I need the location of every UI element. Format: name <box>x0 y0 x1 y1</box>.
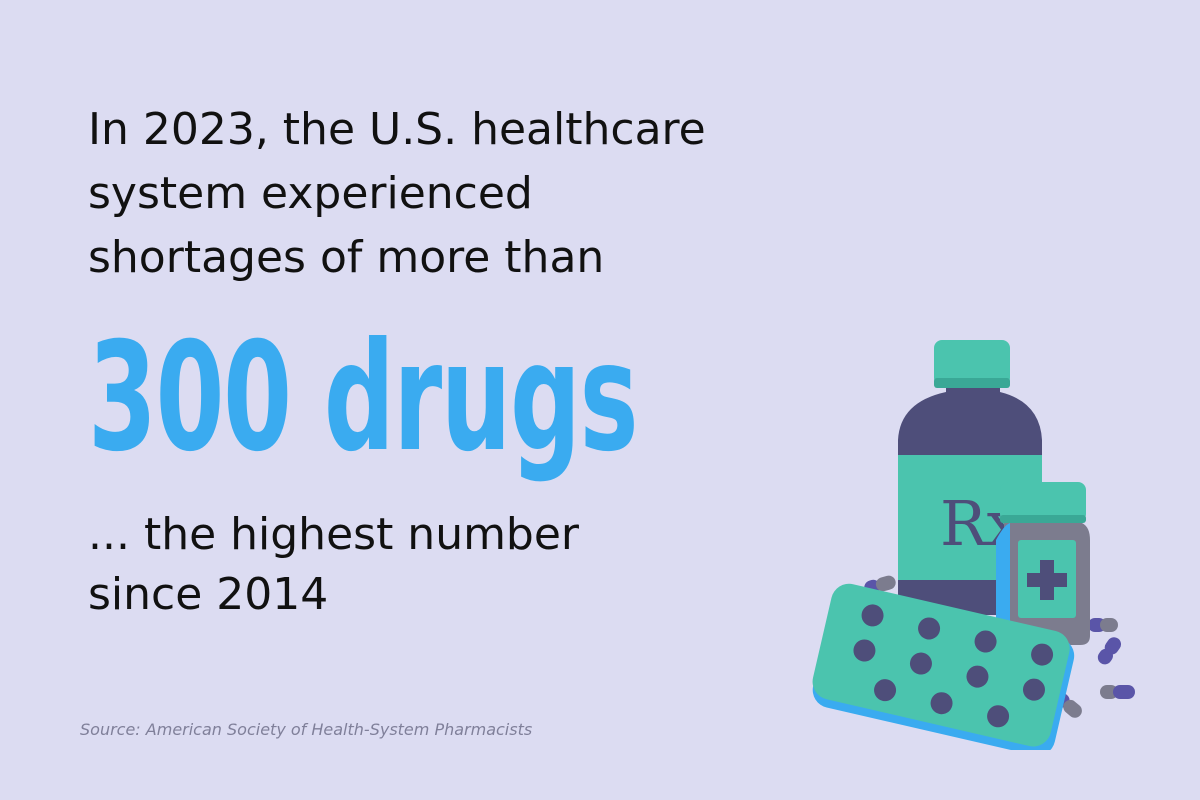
blister-pack-icon <box>812 583 1075 750</box>
intro-line-3: shortages of more than <box>88 232 605 283</box>
intro-line-2: system experienced <box>88 168 533 219</box>
headline-stat: 300 drugs <box>88 311 639 485</box>
pill-bottle-icon <box>996 482 1090 645</box>
intro-text: In 2023, the U.S. healthcare system expe… <box>88 98 868 290</box>
medication-illustration: Rx <box>812 340 1135 750</box>
outro-line-1: ... the highest number <box>88 509 580 560</box>
outro-line-2: since 2014 <box>88 569 329 620</box>
outro-text: ... the highest number since 2014 <box>88 505 788 625</box>
source-citation: Source: American Society of Health-Syste… <box>80 720 533 739</box>
intro-line-1: In 2023, the U.S. healthcare <box>88 104 706 155</box>
